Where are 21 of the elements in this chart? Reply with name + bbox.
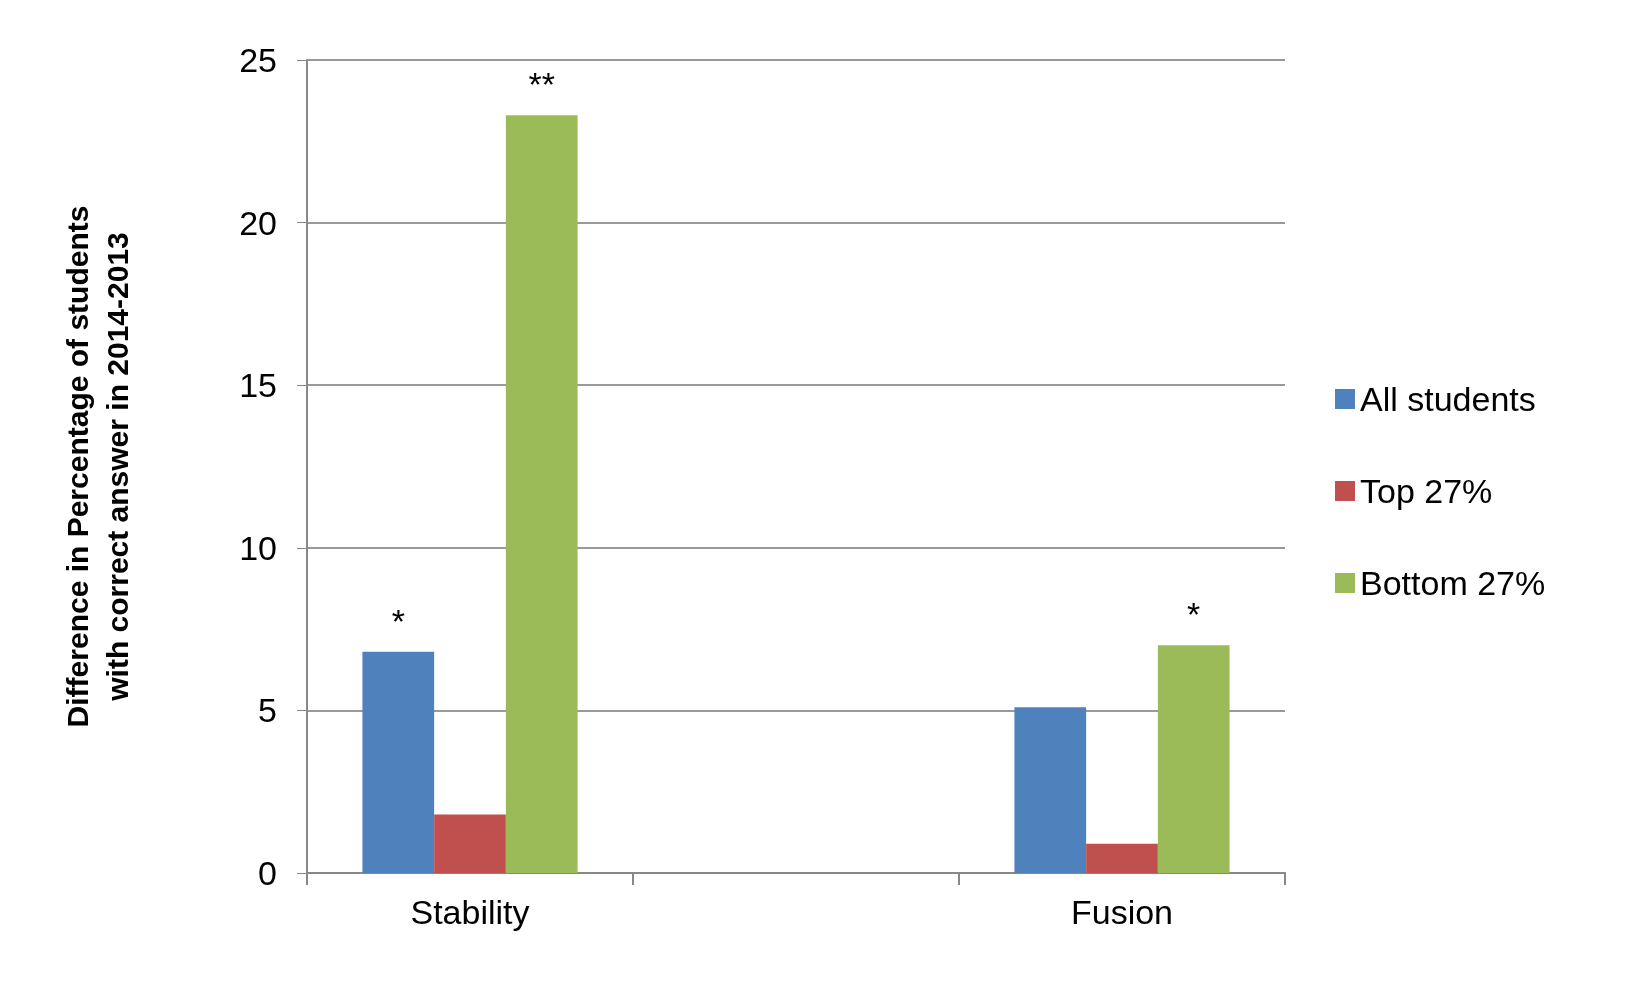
y-tick-label: 0 [258,854,277,892]
y-tick-label: 15 [239,366,277,405]
legend-label: Bottom 27% [1360,564,1546,602]
annotation: * [391,601,405,640]
y-axis-title: Difference in Percentage of students with correct answer in 2014-2013 [60,205,134,728]
bar [434,814,506,873]
x-tick-label: Fusion [1070,893,1174,931]
x-tick-label: Stability [410,893,530,931]
y-tick-label: 25 [239,41,277,79]
bar [505,115,578,873]
bar [1157,645,1230,873]
bar [1014,707,1087,873]
y-tick-label: 5 [258,691,277,730]
bar [1086,843,1158,873]
annotation: ** [528,65,555,104]
legend-label: All students [1360,380,1536,418]
y-tick-label: 20 [239,203,277,242]
legend-label: Top 27% [1360,472,1493,510]
annotation: * [1187,595,1201,634]
y-tick-label: 10 [239,528,277,567]
bar [362,651,435,873]
